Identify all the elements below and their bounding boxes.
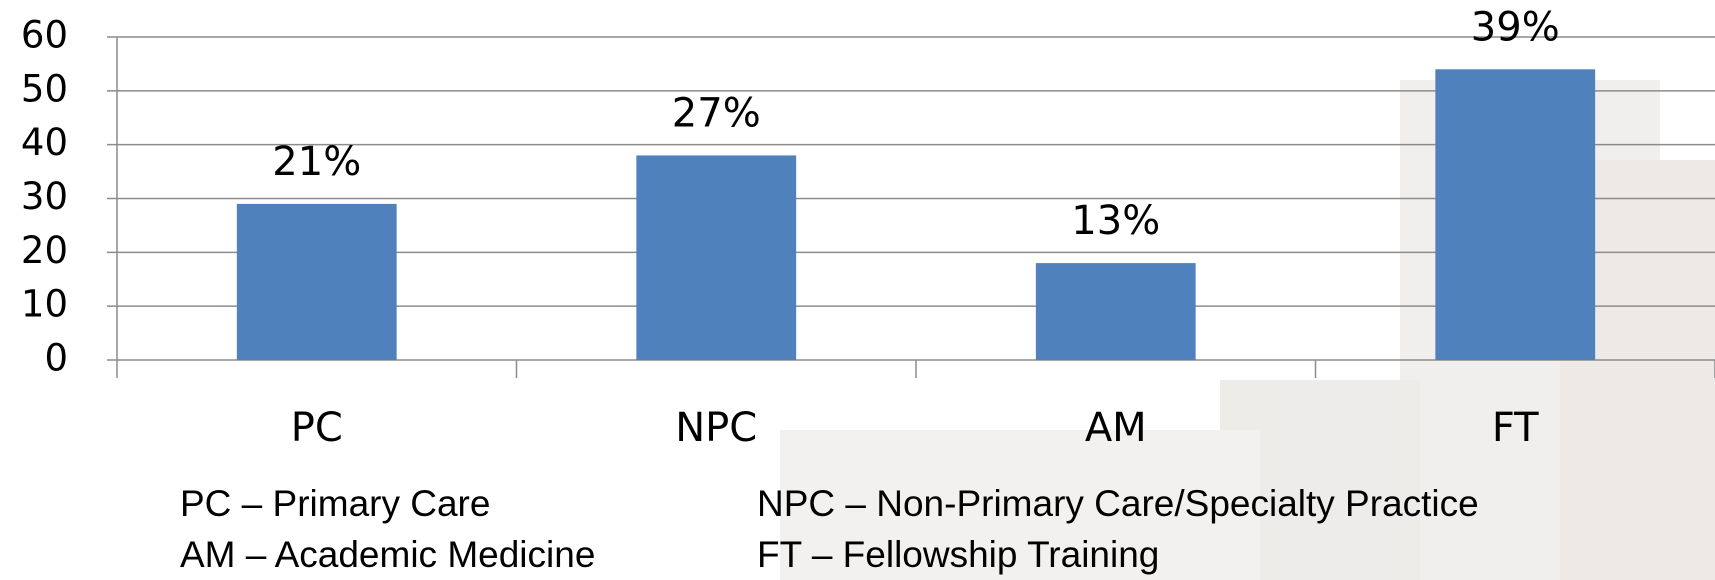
x-tick-label: NPC <box>675 405 757 451</box>
x-tick-label: AM <box>1085 405 1147 451</box>
annotation: 39% <box>1471 4 1560 50</box>
y-tick-label: 10 <box>21 283 68 326</box>
bar <box>636 155 796 360</box>
y-tick-label: 50 <box>21 67 68 110</box>
y-tick-label: 0 <box>44 337 68 380</box>
bar <box>1435 69 1595 360</box>
x-tick-label: PC <box>291 405 343 451</box>
note: FT – Fellowship Training <box>757 534 1159 575</box>
y-tick-label: 30 <box>21 175 68 218</box>
bar <box>237 204 397 360</box>
chart: 0 10 20 30 40 50 60 PC 21% NPC 27% AM 13% FT 39% PC – P… <box>0 0 1715 580</box>
y-tick-label: 60 <box>21 14 68 57</box>
y-tick-label: 20 <box>21 229 68 272</box>
annotation: 21% <box>272 139 361 185</box>
annotation: 13% <box>1071 198 1160 244</box>
bar <box>1036 263 1196 360</box>
annotation: 27% <box>672 90 761 136</box>
y-tick-label: 40 <box>21 121 68 164</box>
note: NPC – Non-Primary Care/Specialty Practic… <box>757 483 1479 524</box>
x-tick-label: FT <box>1492 405 1539 451</box>
note: AM – Academic Medicine <box>180 534 595 575</box>
note: PC – Primary Care <box>180 483 490 524</box>
